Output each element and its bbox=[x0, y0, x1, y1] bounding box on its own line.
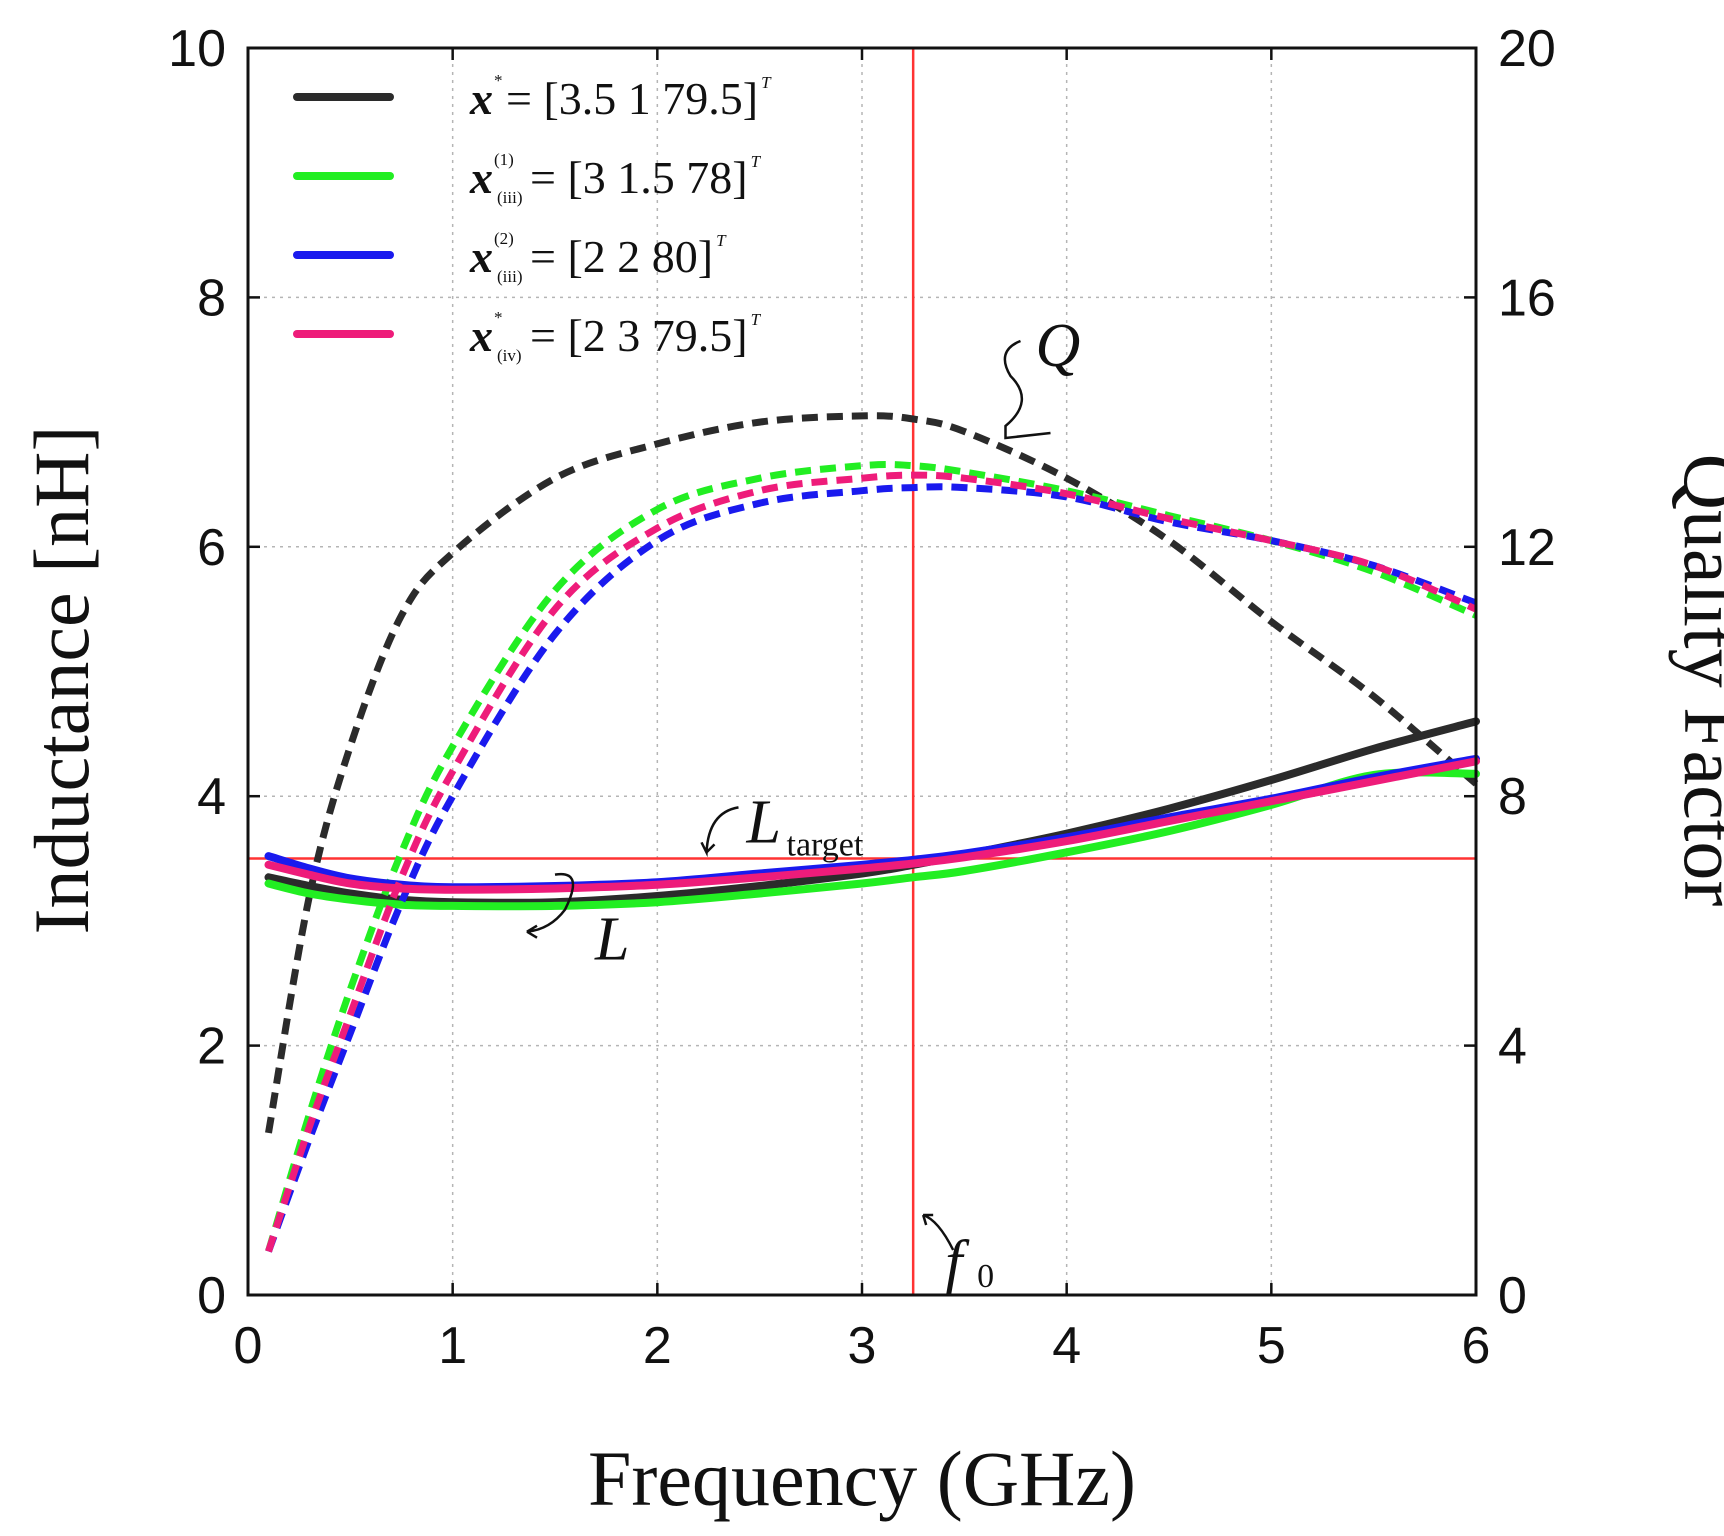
x-tick-label: 2 bbox=[643, 1317, 672, 1375]
legend-symbol: x bbox=[469, 310, 493, 361]
y-tick-label: 0 bbox=[197, 1267, 226, 1325]
annotation-f0-sub: 0 bbox=[977, 1258, 994, 1295]
legend-value: = [2 2 80] bbox=[530, 231, 713, 282]
legend-symbol: x bbox=[469, 152, 493, 203]
legend-superscript: * bbox=[494, 308, 503, 327]
y-tick-label: 8 bbox=[197, 269, 226, 327]
y-axis-title: Inductance [nH] bbox=[18, 426, 105, 935]
legend-subscript: (iii) bbox=[497, 188, 523, 207]
reference-lines bbox=[248, 48, 1476, 1295]
x-tick-label: 4 bbox=[1052, 1317, 1081, 1375]
legend-superscript: * bbox=[494, 71, 503, 90]
quality-series-pink bbox=[265, 471, 1478, 1253]
y2-tick-label: 16 bbox=[1498, 269, 1556, 327]
y-tick-label: 4 bbox=[197, 768, 226, 826]
annotation-f0-arrow bbox=[921, 1213, 955, 1251]
legend-entry: x (1) (iii) = [3 1.5 78] T bbox=[293, 150, 762, 207]
y-tick-label: 6 bbox=[197, 519, 226, 577]
legend-value: = [3.5 1 79.5] bbox=[506, 73, 758, 124]
legend-entry: x * = [3.5 1 79.5] T bbox=[293, 71, 772, 124]
legend-transpose: T bbox=[751, 310, 762, 329]
y-tick-label: 10 bbox=[168, 20, 226, 78]
annotations: Q L L target f 0 bbox=[526, 312, 1081, 1297]
inductance-series-pink bbox=[264, 757, 1480, 894]
legend-entry: x (2) (iii) = [2 2 80] T bbox=[293, 229, 727, 286]
grid bbox=[248, 48, 1476, 1295]
legend-symbol: x bbox=[469, 231, 493, 282]
legend-superscript: (2) bbox=[494, 229, 514, 248]
annotation-ltarget-sub: target bbox=[787, 826, 864, 863]
x-tick-label: 5 bbox=[1257, 1317, 1286, 1375]
plot-border bbox=[246, 46, 1478, 1297]
y-tick-label: 2 bbox=[197, 1018, 226, 1076]
x-tick-label: 3 bbox=[848, 1317, 877, 1375]
legend-superscript: (1) bbox=[494, 150, 514, 169]
legend-value: = [2 3 79.5] bbox=[530, 310, 748, 361]
annotation-ltarget: L bbox=[746, 788, 781, 856]
y2-tick-label: 20 bbox=[1498, 20, 1556, 78]
legend-transpose: T bbox=[751, 152, 762, 171]
x-tick-label: 0 bbox=[234, 1317, 263, 1375]
annotation-l: L bbox=[594, 906, 629, 974]
x-axis-title: Frequency (GHz) bbox=[588, 1435, 1136, 1522]
legend-value: = [3 1.5 78] bbox=[530, 152, 748, 203]
legend-transpose: T bbox=[761, 73, 772, 92]
series-lines bbox=[264, 412, 1480, 1253]
legend-subscript: (iii) bbox=[497, 267, 523, 286]
legend: x * = [3.5 1 79.5] Tx (1)(iii) = [3 1.5 78]… bbox=[293, 71, 772, 365]
annotation-ltarget-arrow bbox=[700, 806, 739, 858]
legend-entry: x * (iv) = [2 3 79.5] T bbox=[293, 308, 762, 365]
legend-transpose: T bbox=[716, 231, 727, 250]
plot-frame bbox=[246, 46, 1478, 1297]
quality-series-black bbox=[265, 412, 1479, 1134]
y2-tick-label: 0 bbox=[1498, 1267, 1527, 1325]
annotation-f0: f bbox=[945, 1229, 970, 1297]
y2-tick-label: 8 bbox=[1498, 768, 1527, 826]
legend-symbol: x bbox=[469, 73, 493, 124]
y2-axis-title: Quality Factor bbox=[1668, 454, 1724, 907]
y2-tick-label: 12 bbox=[1498, 519, 1556, 577]
y2-tick-label: 4 bbox=[1498, 1018, 1527, 1076]
annotation-q-arrow bbox=[1003, 339, 1051, 440]
x-tick-label: 1 bbox=[438, 1317, 467, 1375]
quality-series-blue bbox=[265, 483, 1478, 1253]
annotation-q: Q bbox=[1036, 312, 1081, 380]
annotation-l-arrow bbox=[526, 872, 575, 939]
legend-subscript: (iv) bbox=[497, 346, 522, 365]
x-tick-label: 6 bbox=[1462, 1317, 1491, 1375]
inductance-series-green bbox=[264, 768, 1480, 911]
